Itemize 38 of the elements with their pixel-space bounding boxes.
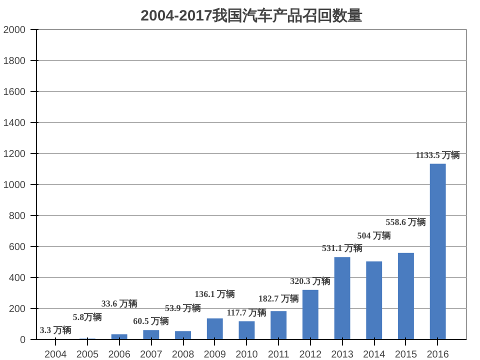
y-tick-label: 2000 xyxy=(3,25,26,36)
y-tick-label: 1600 xyxy=(3,87,26,98)
y-tick-label: 800 xyxy=(8,211,26,222)
data-label: 3.3 万辆 xyxy=(40,324,72,335)
x-tick-label: 2011 xyxy=(268,350,290,360)
x-tick-label: 2015 xyxy=(394,350,418,360)
x-tick-label: 2012 xyxy=(299,350,322,360)
data-label: 320.3 万辆 xyxy=(290,276,331,286)
data-label: 53.9 万辆 xyxy=(165,303,202,314)
y-tick-label: 1000 xyxy=(3,180,26,191)
y-tick-label: 0 xyxy=(20,335,26,346)
x-tick-label: 2008 xyxy=(172,350,195,360)
y-tick-label: 400 xyxy=(8,273,26,284)
x-tick-label: 2006 xyxy=(108,350,131,360)
x-tick-label: 2010 xyxy=(236,350,258,360)
y-tick-label: 600 xyxy=(8,242,26,253)
chart-title: 2004-2017我国汽车产品召回数量 xyxy=(140,6,362,24)
y-tick-label: 200 xyxy=(8,304,26,315)
data-label: 136.1 万辆 xyxy=(194,289,236,300)
data-label: 5.8万辆 xyxy=(72,312,102,322)
x-tick-label: 2009 xyxy=(204,350,226,360)
x-tick-label: 2014 xyxy=(363,350,386,360)
y-tick-label: 1400 xyxy=(3,118,26,129)
data-label: 60.5 万辆 xyxy=(133,316,170,326)
x-tick-label: 2005 xyxy=(76,350,100,360)
data-label: 504 万辆 xyxy=(357,230,392,241)
data-label: 33.6 万辆 xyxy=(101,298,138,309)
y-tick-label: 1200 xyxy=(3,149,26,160)
y-tick-label: 1800 xyxy=(3,56,26,67)
data-label: 182.7 万辆 xyxy=(258,293,299,304)
data-label: 531.1 万辆 xyxy=(322,243,363,254)
x-tick-label: 2004 xyxy=(44,350,68,360)
data-label: 1133.5 万辆 xyxy=(416,150,460,160)
x-tick-label: 2007 xyxy=(140,350,163,360)
x-tick-label: 2013 xyxy=(331,350,354,360)
data-label: 558.6 万辆 xyxy=(386,216,426,227)
x-tick-label: 2016 xyxy=(426,350,450,360)
data-label: 117.7 万辆 xyxy=(226,307,267,318)
